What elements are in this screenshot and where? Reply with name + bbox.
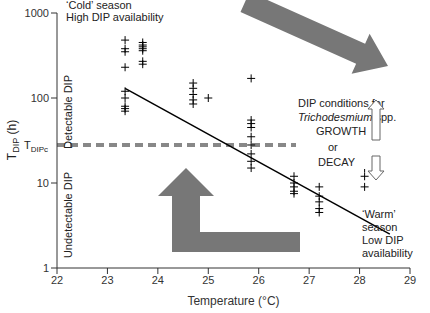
svg-text:DIP conditions forTrichodesmiu: DIP conditions forTrichodesmium spp.GROW… bbox=[298, 97, 396, 168]
svg-text:23: 23 bbox=[101, 274, 113, 286]
svg-text:TDIPc: TDIPc bbox=[24, 139, 48, 154]
svg-text:26: 26 bbox=[253, 274, 265, 286]
svg-text:28: 28 bbox=[353, 274, 365, 286]
svg-text:‘Cold’ seasonHigh DIP availabi: ‘Cold’ seasonHigh DIP availability bbox=[66, 0, 164, 23]
svg-text:29: 29 bbox=[404, 274, 416, 286]
svg-text:TDIP (h): TDIP (h) bbox=[8, 120, 21, 160]
svg-text:Detectable DIP: Detectable DIP bbox=[62, 75, 74, 149]
svg-text:1: 1 bbox=[43, 262, 49, 274]
svg-text:25: 25 bbox=[202, 274, 214, 286]
svg-text:1000: 1000 bbox=[25, 7, 49, 19]
svg-text:10: 10 bbox=[37, 177, 49, 189]
svg-text:24: 24 bbox=[152, 274, 164, 286]
svg-text:‘Warm’seasonLow DIPavailabilit: ‘Warm’seasonLow DIPavailability bbox=[362, 208, 413, 259]
svg-text:27: 27 bbox=[303, 274, 315, 286]
svg-text:100: 100 bbox=[31, 92, 49, 104]
svg-text:Temperature (°C): Temperature (°C) bbox=[187, 294, 279, 308]
svg-text:Undetectable DIP: Undetectable DIP bbox=[62, 172, 74, 258]
svg-text:22: 22 bbox=[51, 274, 63, 286]
